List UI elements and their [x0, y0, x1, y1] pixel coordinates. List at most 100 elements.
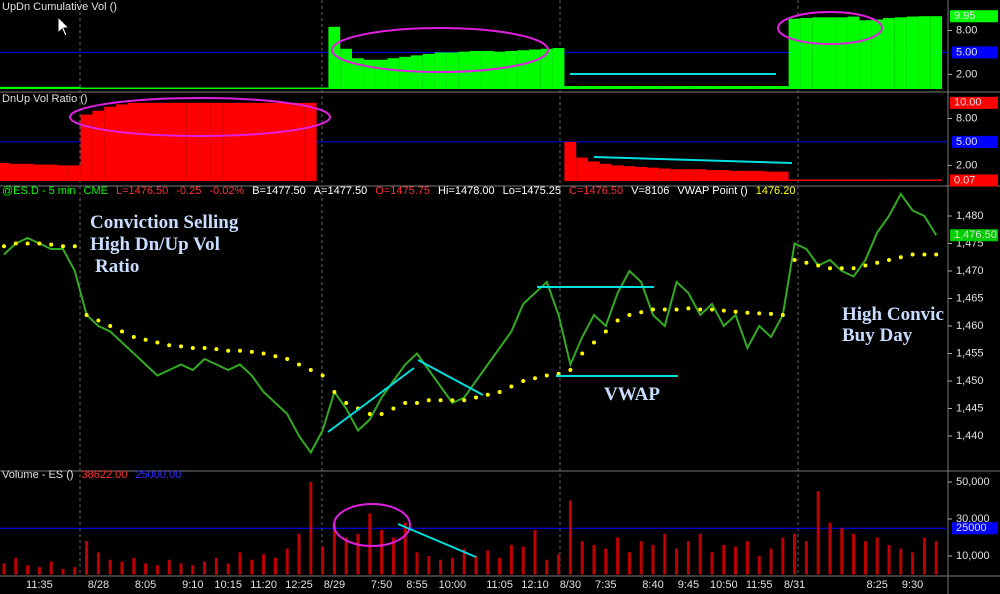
area-segment: [316, 87, 329, 89]
volume-bar: [14, 557, 18, 575]
area-segment: [599, 163, 612, 181]
area-segment: [304, 102, 317, 181]
area-segment: [717, 170, 730, 181]
x-tick-label: 7:35: [595, 579, 616, 591]
area-segment: [151, 102, 164, 181]
vwap-point: [710, 307, 714, 312]
area-segment: [847, 179, 860, 181]
vwap-point: [509, 384, 514, 389]
panel-header: DnUp Vol Ratio (): [2, 93, 88, 105]
volume-bar: [214, 557, 218, 575]
volume-bar: [415, 552, 419, 575]
area-segment: [588, 86, 600, 89]
area-segment: [611, 86, 624, 89]
reference-label-box: [952, 135, 998, 148]
x-tick-label: 8/31: [784, 579, 805, 591]
area-segment: [328, 26, 341, 89]
area-segment: [269, 102, 282, 181]
area-segment: [68, 86, 81, 89]
area-segment: [635, 166, 647, 181]
vwap-point: [922, 252, 927, 257]
area-segment: [930, 16, 942, 90]
header-item: 1476.20: [756, 185, 796, 197]
area-segment: [564, 141, 577, 181]
vwap-point: [25, 241, 30, 246]
area-segment: [57, 86, 69, 89]
x-tick-label: 9:30: [902, 579, 923, 591]
vwap-point: [698, 307, 703, 312]
area-segment: [234, 102, 246, 181]
area-segment: [635, 86, 647, 89]
volume-bar: [273, 557, 277, 575]
reference-label-box: [952, 522, 998, 535]
area-segment: [694, 169, 706, 181]
reference-label: 5.00: [956, 136, 977, 148]
value-marker: [950, 10, 998, 23]
y-tick-label: 8.00: [956, 24, 977, 36]
volume-bar: [356, 533, 360, 575]
area-segment: [788, 18, 801, 89]
volume-bar: [262, 554, 266, 575]
header-item: @ES.D - 5 min: [2, 185, 76, 197]
area-segment: [717, 86, 730, 89]
area-segment: [871, 19, 883, 89]
volume-bar: [474, 556, 478, 575]
x-tick-label: 7:50: [371, 579, 392, 591]
header-item: B=1477.50: [252, 185, 306, 197]
y-tick-label: 1,445: [956, 402, 984, 414]
vwap-point: [13, 241, 18, 246]
volume-bar: [651, 544, 655, 575]
area-segment: [175, 102, 187, 181]
volume-bar: [144, 563, 148, 575]
area-segment: [186, 102, 199, 181]
area-segment: [930, 179, 942, 181]
area-segment: [647, 167, 659, 181]
vwap-point: [544, 373, 549, 378]
vwap-point: [556, 371, 561, 376]
vwap-point: [828, 266, 832, 271]
volume-bar: [380, 530, 384, 575]
area-segment: [741, 170, 754, 181]
volume-bar: [875, 537, 879, 575]
volume-bar: [191, 565, 195, 575]
volume-bar: [793, 533, 797, 575]
volume-bar: [840, 528, 844, 575]
area-segment: [765, 171, 777, 181]
header-item: 38622.00: [82, 469, 128, 481]
x-tick-label: 10:50: [710, 579, 738, 591]
value-marker-label: 1,476.50: [954, 229, 997, 241]
x-tick-label: 9:45: [678, 579, 699, 591]
area-segment: [281, 102, 293, 181]
area-segment: [222, 102, 234, 181]
highlight-ellipse: [331, 27, 549, 73]
area-segment: [210, 102, 223, 181]
volume-bar: [757, 556, 761, 575]
area-segment: [670, 86, 683, 89]
vwap-point: [804, 260, 809, 265]
value-marker-label: 10.00: [954, 97, 982, 109]
header-item: O=1475.75: [375, 185, 430, 197]
vwap-point: [769, 311, 773, 316]
area-segment: [883, 179, 895, 181]
y-tick-label: 1,450: [956, 375, 984, 387]
vwap-point: [474, 395, 478, 400]
area-segment: [788, 179, 801, 181]
area-segment: [80, 114, 93, 181]
volume-bar: [155, 565, 159, 575]
area-segment: [529, 49, 541, 89]
header-item: -0.25: [176, 185, 201, 197]
volume-bar: [439, 559, 443, 575]
area-segment: [45, 86, 57, 89]
volume-bar: [639, 541, 643, 575]
area-segment: [68, 165, 81, 181]
area-segment: [245, 102, 258, 181]
area-segment: [729, 86, 742, 89]
vwap-point: [190, 346, 195, 350]
reference-label: 5.00: [956, 46, 977, 58]
vwap-point: [438, 398, 443, 403]
area-segment: [694, 86, 706, 89]
area-segment: [352, 58, 364, 89]
x-tick-label: 8:40: [642, 579, 663, 591]
